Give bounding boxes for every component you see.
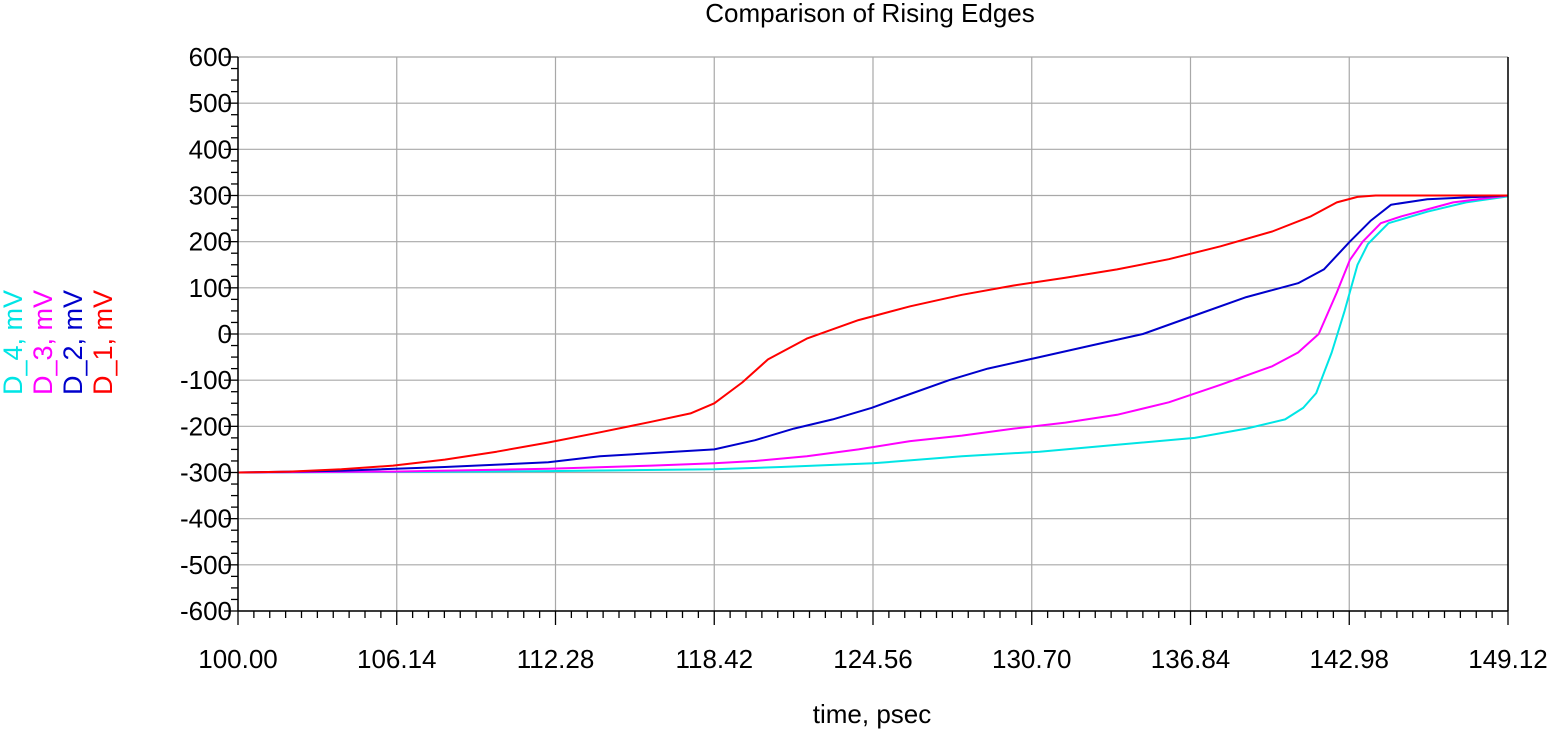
x-tick-labels: 100.00 106.14 112.28 118.42 124.56 130.70 136.…: [198, 644, 1548, 674]
y-tick-label: 0: [218, 319, 232, 349]
chart-title: Comparison of Rising Edges: [705, 0, 1035, 28]
x-tick-label: 142.98: [1309, 644, 1389, 674]
series-line-d-1: [237, 194, 1508, 474]
series-group: [237, 194, 1509, 474]
y-tick-label: -600: [180, 596, 232, 626]
y-tick-label: -400: [180, 504, 232, 534]
series-line-d-3: [237, 194, 1509, 474]
y-tick-label: -100: [180, 365, 232, 395]
x-tick-label: 124.56: [833, 644, 913, 674]
x-tick-label: 130.70: [992, 644, 1072, 674]
x-tick-label: 136.84: [1151, 644, 1231, 674]
y-tick-label: 200: [189, 227, 232, 257]
x-tick-label: 100.00: [198, 644, 278, 674]
legend-label-d-1: D_1, mV: [88, 290, 118, 395]
legend-label-d-2: D_2, mV: [58, 290, 88, 395]
y-tick-label: 400: [189, 134, 232, 164]
x-tick-label: 149.12: [1468, 644, 1548, 674]
y-tick-label: 500: [189, 88, 232, 118]
y-tick-label: -200: [180, 411, 232, 441]
series-line-d-4: [237, 195, 1509, 474]
y-tick-label: 300: [189, 181, 232, 211]
y-tick-label: -500: [180, 550, 232, 580]
series-line-d-2: [237, 194, 1509, 474]
legend-label-d-4: D_4, mV: [0, 290, 28, 395]
legend: D_4, mV D_3, mV D_2, mV D_1, mV: [0, 290, 118, 395]
y-tick-label: -300: [180, 458, 232, 488]
legend-label-d-3: D_3, mV: [28, 290, 58, 395]
x-tick-label: 118.42: [675, 644, 753, 674]
x-tick-label: 112.28: [517, 644, 595, 674]
x-axis-label: time, psec: [813, 699, 932, 729]
y-tick-label: 600: [189, 42, 232, 72]
y-tick-labels: 600 500 400 300 200 100 0 -100 -200 -300 -400 -500 -…: [180, 42, 232, 626]
y-tick-label: 100: [189, 273, 232, 303]
axes: [224, 56, 1509, 625]
x-tick-label: 106.14: [357, 644, 437, 674]
